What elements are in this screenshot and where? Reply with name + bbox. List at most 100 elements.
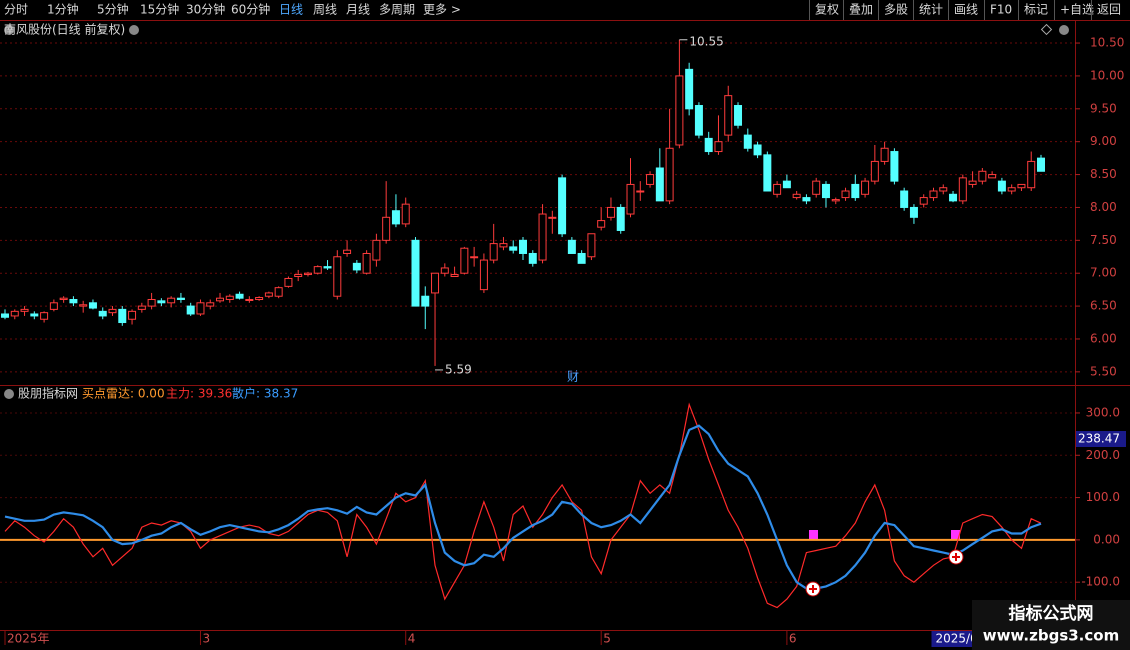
candle-body	[118, 308, 127, 324]
candle-body	[919, 197, 928, 205]
y-tick-label: 9.00	[1090, 134, 1117, 148]
candle-body	[968, 180, 977, 185]
candle-body	[704, 137, 713, 153]
candle-body	[714, 141, 723, 153]
indicator-line	[4, 424, 1042, 590]
candle-body	[264, 292, 273, 297]
y-tick-label: 300.0	[1086, 405, 1120, 419]
toolbar-button[interactable]: 返回	[1097, 3, 1121, 17]
candle-body	[69, 299, 78, 304]
toolbar-tab[interactable]: 分时	[4, 3, 28, 17]
toolbar-tab[interactable]: 月线	[346, 3, 370, 17]
candle-body	[147, 299, 156, 307]
candle-body	[470, 256, 479, 259]
toolbar-button[interactable]: 画线	[954, 3, 978, 17]
candle-body	[440, 267, 449, 274]
toolbar-button[interactable]: 复权	[815, 3, 839, 17]
toolbar-tab[interactable]: 周线	[313, 3, 337, 17]
indicator-line	[4, 402, 1042, 609]
candle-body	[88, 302, 97, 309]
candle-body	[548, 216, 557, 219]
candle-body	[49, 302, 58, 310]
candle-body	[538, 213, 547, 261]
candle-body	[108, 308, 117, 314]
panel-menu-icon[interactable]	[4, 389, 14, 399]
candle-body	[20, 308, 29, 312]
candle-body	[958, 177, 967, 202]
candle-body	[949, 193, 958, 202]
watermark-box	[972, 600, 1130, 650]
candle-body	[1027, 160, 1036, 189]
candle-body	[587, 233, 596, 258]
candle-body	[479, 259, 488, 291]
y-tick-label: 100.0	[1086, 490, 1120, 504]
diamond-icon[interactable]	[1040, 23, 1053, 36]
toolbar-button[interactable]: +自选	[1060, 3, 1094, 17]
candle-body	[255, 297, 264, 301]
candle-body	[167, 297, 176, 304]
candle-body	[616, 206, 625, 231]
y-tick-label: 5.50	[1090, 364, 1117, 378]
y-tick-label: -100.0	[1081, 575, 1120, 589]
candle-body	[206, 302, 215, 307]
buy-signal-plus	[952, 553, 960, 561]
low-label: 5.59	[445, 362, 472, 376]
legend-retail: 散户: 38.37	[232, 386, 298, 401]
toolbar-tab[interactable]: 60分钟	[231, 2, 270, 17]
candle-body	[362, 252, 371, 274]
finance-marker[interactable]: 财	[567, 370, 579, 384]
panel-menu-icon[interactable]	[4, 25, 14, 35]
toolbar-tab[interactable]: 更多 >	[423, 3, 461, 17]
toolbar-button[interactable]: 统计	[919, 3, 943, 17]
candle-body	[900, 190, 909, 208]
toolbar-button[interactable]: 多股	[884, 3, 908, 17]
candle-body	[861, 180, 870, 195]
toolbar-tab[interactable]: 15分钟	[140, 2, 179, 17]
candle-body	[802, 197, 811, 202]
x-tick-label: 4	[408, 632, 416, 646]
candle-body	[333, 256, 342, 297]
candle-body	[40, 312, 49, 320]
candle-body	[245, 299, 254, 302]
candle-body	[519, 239, 527, 254]
watermark-url: www.zbgs3.com	[983, 627, 1119, 645]
price-title: 南风股份(日线 前复权)	[4, 22, 125, 37]
toolbar-tab[interactable]: 5分钟	[97, 2, 129, 17]
candle-body	[225, 295, 234, 301]
toolbar-tab[interactable]: 日线	[279, 3, 303, 17]
toolbar-tab[interactable]: 多周期	[379, 3, 415, 17]
toolbar-tab[interactable]: 1分钟	[47, 2, 79, 17]
candle-body	[841, 190, 850, 199]
dropdown-icon[interactable]	[129, 25, 139, 35]
candle-body	[606, 206, 615, 218]
candle-body	[743, 134, 752, 149]
toolbar-button[interactable]: 叠加	[849, 3, 873, 17]
toolbar-tab[interactable]: 30分钟	[186, 2, 225, 17]
cursor-value-box	[1076, 430, 1126, 447]
candle-body	[323, 266, 332, 269]
candle-body	[186, 305, 195, 315]
signal-box	[809, 530, 818, 540]
buy-signal-plus	[809, 585, 817, 593]
toolbar-button[interactable]: 标记	[1024, 3, 1048, 17]
candle-body	[988, 174, 997, 179]
candle-body	[303, 272, 312, 276]
candle-body	[675, 75, 684, 146]
dropdown-icon[interactable]	[1059, 25, 1069, 35]
watermark-title: 指标公式网	[1009, 603, 1094, 624]
candle-body	[128, 310, 137, 320]
y-tick-label: 0.00	[1093, 532, 1120, 546]
toolbar-button[interactable]: F10	[990, 3, 1012, 17]
candle-body	[1, 313, 9, 318]
candle-body	[431, 272, 440, 294]
indicator-title: 股朋指标网	[18, 386, 78, 401]
candle-body	[59, 297, 68, 301]
candle-body	[567, 239, 576, 254]
x-tick-label: 2025年	[7, 632, 50, 646]
candle-body	[10, 310, 19, 317]
candle-body	[489, 243, 498, 261]
y-tick-label: 7.00	[1090, 266, 1117, 280]
candle-body	[939, 187, 948, 192]
x-tick-label: 2025/0	[935, 632, 977, 646]
